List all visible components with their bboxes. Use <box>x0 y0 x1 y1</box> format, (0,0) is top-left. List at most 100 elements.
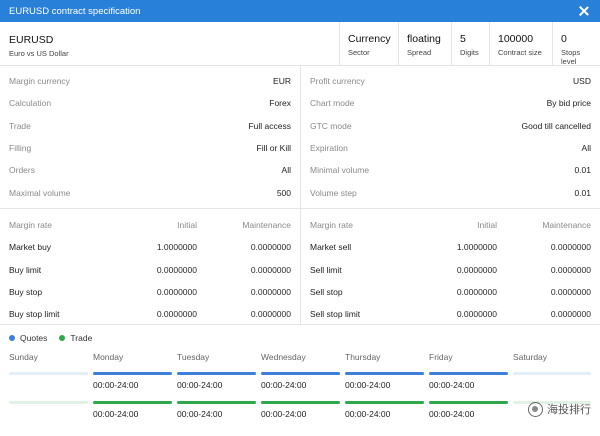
maintenance-value: 0.0000000 <box>550 309 591 320</box>
symbol-description: Euro vs US Dollar <box>9 49 69 58</box>
properties-section: Margin currency EUR Calculation Forex Trad… <box>0 66 600 209</box>
property-row: Chart mode By bid price <box>310 92 591 114</box>
property-row: Volume step 0.01 <box>310 181 591 203</box>
property-value: USD <box>573 76 591 87</box>
trade-session-bar <box>9 401 88 404</box>
margin-row: Buy stop 0.0000000 0.0000000 <box>9 281 291 303</box>
margin-row: Market sell 1.0000000 0.0000000 <box>310 236 591 258</box>
trade-session-time: 00:00-24:00 <box>177 409 223 419</box>
margin-label: Buy stop limit <box>9 309 60 320</box>
property-key: Chart mode <box>310 98 355 109</box>
margin-label: Market sell <box>310 242 352 253</box>
margin-header-row: Margin rate Initial Maintenance <box>310 214 591 236</box>
property-value: All <box>581 143 591 154</box>
sector-cell: Currency Sector <box>339 22 398 65</box>
margin-label: Sell stop limit <box>310 309 361 320</box>
maintenance-header: Maintenance <box>542 220 591 231</box>
margin-label: Buy stop <box>9 287 43 298</box>
initial-value: 0.0000000 <box>156 287 197 298</box>
initial-header: Initial <box>177 220 197 231</box>
maintenance-value: 0.0000000 <box>550 264 591 275</box>
quotes-session-time: 00:00-24:00 <box>261 380 307 390</box>
property-row: Trade Full access <box>9 115 291 137</box>
maintenance-value: 0.0000000 <box>550 287 591 298</box>
property-key: Margin currency <box>9 76 70 87</box>
legend-quotes: Quotes <box>9 333 47 343</box>
trade-session-bar <box>261 401 340 404</box>
sessions-bars: 00:00-24:00 00:00-24:00 00:00-24:00 00:00-2… <box>0 372 600 432</box>
quotes-session-bar <box>177 372 256 375</box>
wechat-icon <box>528 401 543 417</box>
spread-value: floating <box>407 33 441 45</box>
property-value: By bid price <box>546 98 591 109</box>
close-icon[interactable] <box>577 4 591 18</box>
sessions-legend: Quotes Trade <box>0 326 600 350</box>
property-value: 0.01 <box>574 165 591 176</box>
trade-dot-icon <box>59 335 66 341</box>
property-key: Orders <box>9 165 35 176</box>
quotes-session-bar <box>93 372 172 375</box>
maintenance-value: 0.0000000 <box>250 242 291 253</box>
contract-size-label: Contract size <box>498 48 542 57</box>
property-key: Minimal volume <box>310 165 370 176</box>
trade-session-time: 00:00-24:00 <box>93 409 139 419</box>
trade-session-bar <box>429 401 508 404</box>
margin-rates-section: Margin rate Initial Maintenance Market b… <box>0 209 600 325</box>
day-label-saturday: Saturday <box>513 352 548 362</box>
property-value: 500 <box>276 187 291 198</box>
property-value: Full access <box>248 120 291 131</box>
sector-value: Currency <box>348 33 391 45</box>
trade-session-bar <box>513 401 591 404</box>
trade-session-time: 00:00-24:00 <box>429 409 475 419</box>
margin-row: Sell stop limit 0.0000000 0.0000000 <box>310 303 591 325</box>
legend-trade-label: Trade <box>70 333 93 343</box>
legend-trade: Trade <box>59 333 92 343</box>
margin-row: Market buy 1.0000000 0.0000000 <box>9 236 291 258</box>
margin-row: Sell stop 0.0000000 0.0000000 <box>310 281 591 303</box>
initial-value: 0.0000000 <box>456 264 497 275</box>
watermark: 海投排行 <box>528 401 591 417</box>
summary-bar: EURUSD Euro vs US Dollar Currency Sector… <box>0 22 600 66</box>
symbol-block: EURUSD Euro vs US Dollar <box>0 22 339 65</box>
margin-label: Market buy <box>9 242 52 253</box>
stops-level-value: 0 <box>561 33 567 45</box>
symbol-name: EURUSD <box>9 34 54 46</box>
digits-cell: 5 Digits <box>451 22 489 65</box>
property-key: Expiration <box>310 143 348 154</box>
trade-session-time: 00:00-24:00 <box>345 409 391 419</box>
titlebar: EURUSD contract specification <box>0 0 600 22</box>
digits-value: 5 <box>460 33 466 45</box>
property-row: Filling Fill or Kill <box>9 137 291 159</box>
quotes-session-time: 00:00-24:00 <box>177 380 223 390</box>
property-row: Orders All <box>9 159 291 181</box>
property-value: 0.01 <box>574 187 591 198</box>
stops-level-label: Stops level <box>561 48 581 66</box>
legend-quotes-label: Quotes <box>20 333 48 343</box>
contract-size-cell: 100000 Contract size <box>489 22 552 65</box>
quotes-session-bar <box>261 372 340 375</box>
property-value: Fill or Kill <box>256 143 291 154</box>
quotes-session-bar <box>429 372 508 375</box>
initial-header: Initial <box>477 220 497 231</box>
property-value: EUR <box>273 76 291 87</box>
property-row: Calculation Forex <box>9 92 291 114</box>
day-label-friday: Friday <box>429 352 453 362</box>
margin-sell-column: Margin rate Initial Maintenance Market s… <box>300 209 600 324</box>
window-title: EURUSD contract specification <box>9 5 141 17</box>
initial-value: 0.0000000 <box>156 264 197 275</box>
initial-value: 1.0000000 <box>456 242 497 253</box>
maintenance-header: Maintenance <box>242 220 291 231</box>
property-key: GTC mode <box>310 120 352 131</box>
initial-value: 0.0000000 <box>456 309 497 320</box>
trade-session-bar <box>177 401 256 404</box>
property-value: Forex <box>269 98 291 109</box>
quotes-session-bar <box>513 372 591 375</box>
property-row: Maximal volume 500 <box>9 181 291 203</box>
properties-left: Margin currency EUR Calculation Forex Trad… <box>0 66 300 208</box>
property-row: Expiration All <box>310 137 591 159</box>
property-value: All <box>281 165 291 176</box>
maintenance-value: 0.0000000 <box>250 309 291 320</box>
properties-right: Profit currency USD Chart mode By bid pric… <box>300 66 600 208</box>
quotes-session-bar <box>345 372 424 375</box>
